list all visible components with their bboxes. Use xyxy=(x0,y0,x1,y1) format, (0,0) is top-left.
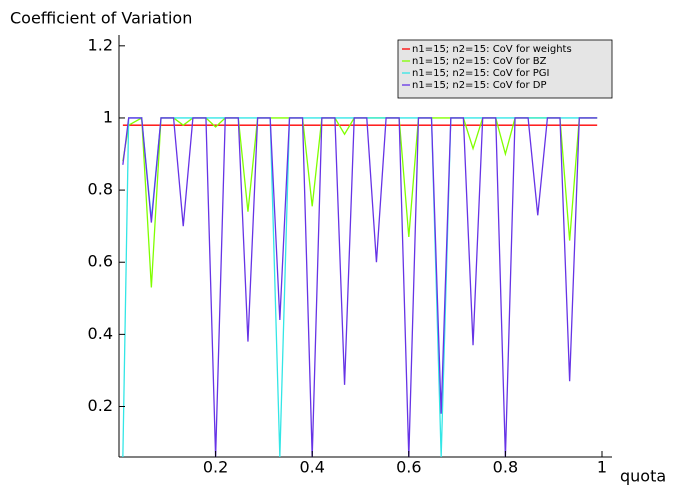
y-tick-label: 0.8 xyxy=(88,180,113,199)
plot-area xyxy=(122,116,598,458)
legend-label: n1=15; n2=15: CoV for PGI xyxy=(412,68,549,79)
y-tick-label: 0.2 xyxy=(88,396,113,415)
x-tick-label: 0.2 xyxy=(203,458,228,477)
legend-label: n1=15; n2=15: CoV for BZ xyxy=(412,56,547,67)
series-line xyxy=(122,117,598,458)
x-tick-label: 0.8 xyxy=(493,458,518,477)
series-line xyxy=(122,117,598,458)
chart-title: Coefficient of Variation xyxy=(10,9,192,28)
x-tick-label: 0.4 xyxy=(299,458,324,477)
y-tick-label: 0.6 xyxy=(88,252,113,271)
y-tick-label: 0.4 xyxy=(88,324,113,343)
series-line xyxy=(122,116,598,288)
y-tick-label: 1 xyxy=(103,107,113,126)
legend-label: n1=15; n2=15: CoV for weights xyxy=(412,44,572,55)
x-axis-label: quota xyxy=(620,467,666,486)
y-tick-label: 1.2 xyxy=(88,35,113,54)
legend-box xyxy=(397,39,613,99)
legend-label: n1=15; n2=15: CoV for DP xyxy=(412,80,546,91)
x-tick-label: 0.6 xyxy=(396,458,421,477)
x-tick-label: 1 xyxy=(597,458,607,477)
